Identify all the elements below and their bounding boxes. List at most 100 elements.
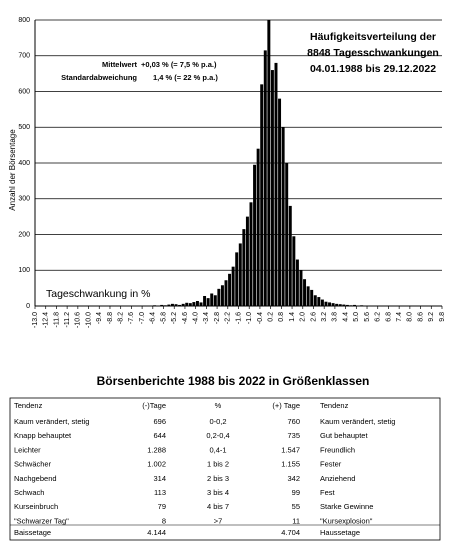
bar: [242, 229, 246, 306]
x-tick-label: -5.2: [171, 312, 178, 324]
table-cell: Kaum verändert, stetig: [14, 417, 89, 426]
bar: [310, 289, 314, 306]
bar: [288, 205, 292, 306]
x-tick-label: -11.2: [64, 312, 71, 328]
bar: [281, 127, 285, 306]
bar: [306, 286, 310, 306]
bar: [188, 303, 192, 306]
bar: [345, 304, 349, 306]
x-axis-label: Tageschwankung in %: [46, 288, 150, 300]
table-header: (-)Tage: [142, 401, 166, 410]
bar: [263, 50, 267, 307]
bar: [353, 304, 357, 306]
x-tick-label: 0.8: [278, 312, 285, 322]
x-tick-label: -11.8: [53, 312, 60, 328]
table-header: Tendenz: [14, 401, 43, 410]
y-tick-label: 700: [18, 53, 30, 60]
annotation: +0,03 % (= 7,5 % p.a.): [141, 60, 217, 69]
x-tick-label: 1.4: [289, 312, 296, 322]
bar: [328, 302, 332, 306]
bar: [303, 279, 307, 306]
x-tick-label: -8.8: [107, 312, 114, 324]
x-tick-label: -4.0: [193, 312, 200, 324]
bar: [267, 20, 271, 306]
bar: [274, 62, 278, 307]
x-tick-label: 4.4: [342, 312, 349, 322]
table-footer: Baissetage: [14, 528, 51, 537]
bar: [331, 303, 335, 306]
table-cell: 3 bis 4: [207, 488, 229, 497]
x-tick-label: 5.0: [353, 312, 360, 322]
x-tick-label: 6.8: [385, 312, 392, 322]
table-cell: 1 bis 2: [207, 460, 229, 469]
table-cell: 11: [292, 516, 300, 525]
y-tick-label: 300: [18, 196, 30, 203]
bar: [320, 299, 324, 306]
x-tick-label: -8.2: [118, 312, 125, 324]
y-axis-label: Anzahl der Börsentage: [8, 129, 17, 211]
table-cell: 760: [287, 417, 300, 426]
table-cell: 0-0,2: [209, 417, 226, 426]
bar: [324, 301, 328, 306]
x-tick-label: 5.6: [364, 312, 371, 322]
bar: [270, 70, 274, 306]
x-tick-label: -1.0: [246, 312, 253, 324]
table-cell: 1.547: [281, 445, 300, 454]
chart-title: 04.01.1988 bis 29.12.2022: [310, 63, 436, 75]
x-tick-label: -13.0: [32, 312, 39, 328]
table-cell: 342: [287, 474, 300, 483]
bar: [217, 288, 221, 306]
table-cell: Nachgebend: [14, 474, 57, 483]
x-tick-label: -10.6: [75, 312, 82, 328]
bar: [338, 304, 342, 306]
bar: [224, 280, 228, 306]
bar: [278, 98, 282, 307]
table-cell: Fester: [320, 460, 342, 469]
table-cell: Knapp behauptet: [14, 431, 72, 440]
bar: [249, 202, 253, 306]
y-tick-label: 500: [18, 124, 30, 131]
y-tick-label: 800: [18, 17, 30, 24]
bar: [342, 304, 346, 306]
bar: [292, 236, 296, 306]
table-cell: "Schwarzer Tag": [14, 516, 69, 525]
bar: [231, 266, 235, 306]
table-cell: "Kursexplosion": [320, 516, 373, 525]
x-tick-label: 2.0: [300, 312, 307, 322]
table-title: Börsenberichte 1988 bis 2022 in Größenkl…: [97, 374, 370, 388]
table-cell: Leichter: [14, 445, 41, 454]
table-cell: Fest: [320, 488, 336, 497]
x-tick-label: -3.4: [203, 312, 210, 324]
x-tick-label: -2.8: [214, 312, 221, 324]
bar: [160, 304, 164, 306]
y-tick-label: 0: [26, 303, 30, 310]
x-tick-label: 7.4: [396, 312, 403, 322]
bar: [235, 252, 239, 306]
bar: [181, 303, 185, 306]
bar: [228, 273, 232, 306]
chart-title: 8848 Tagesschwankungen: [307, 47, 439, 59]
table-cell: 8: [162, 516, 166, 525]
bar: [174, 304, 178, 306]
x-tick-label: 3.2: [321, 312, 328, 322]
bar: [195, 300, 199, 306]
x-tick-label: -12.4: [43, 312, 50, 328]
x-tick-label: -0.4: [257, 312, 264, 324]
bar: [299, 270, 303, 306]
table-border: [9, 397, 441, 541]
table-cell: Starke Gewinne: [320, 502, 373, 511]
x-tick-label: 8.0: [407, 312, 414, 322]
x-tick-label: -2.2: [225, 312, 232, 324]
x-tick-label: -9.4: [96, 312, 103, 324]
table-cell: 1.002: [147, 460, 166, 469]
y-tick-label: 200: [18, 231, 30, 238]
bar: [253, 164, 257, 306]
bar: [199, 302, 203, 306]
table-footer: 4.144: [147, 528, 166, 537]
x-tick-label: 9.8: [439, 312, 446, 322]
x-tick-label: 8.6: [417, 312, 424, 322]
bar: [213, 295, 217, 306]
y-tick-label: 400: [18, 160, 30, 167]
x-tick-label: -5.8: [160, 312, 167, 324]
